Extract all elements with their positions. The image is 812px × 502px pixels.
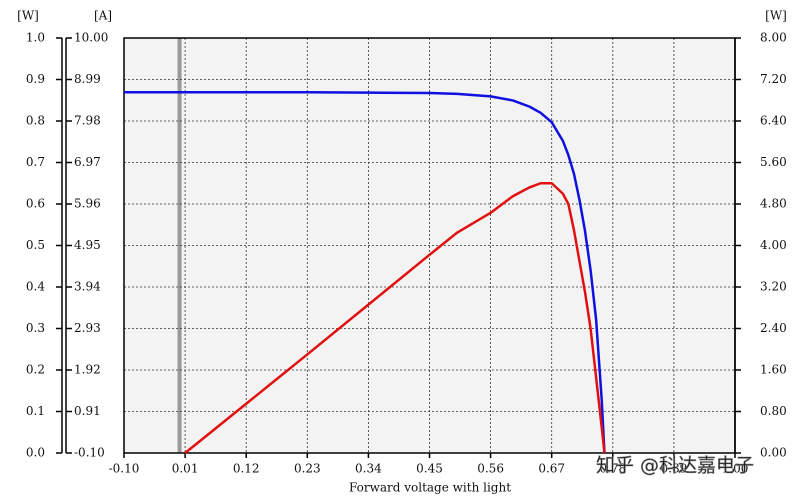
y3-tick-label: 0.5 [26,238,45,252]
y-tick-label: 10.00 [74,31,108,45]
y-tick-label: 1.92 [74,363,101,377]
y-tick-label: 3.94 [74,280,101,294]
x-tick-label: 0.78 [599,462,626,476]
x-tick-label: 0.56 [477,462,504,476]
y3-tick-label: 0.2 [26,363,45,377]
y3-tick-label: 0.9 [26,72,45,86]
y3-tick-label: 0.6 [26,197,45,211]
y3-tick-label: 0.7 [26,155,45,169]
y2-tick-label: 0.00 [760,446,787,460]
y2-tick-label: 3.20 [760,280,787,294]
y2-tick-label: 2.40 [760,321,787,335]
y2-tick-label: 8.00 [760,31,787,45]
y3-tick-label: 0.4 [26,280,45,294]
y-tick-label: 7.98 [74,114,101,128]
x-axis-title: Forward voltage with light [349,481,511,495]
x-tick-label: 1.00 [722,462,749,476]
y3-tick-label: 0.8 [26,114,45,128]
y3-tick-label: 1.0 [26,31,45,45]
y2-unit: [W] [765,9,787,23]
y-tick-label: 4.95 [74,238,101,252]
x-tick-label: -0.10 [109,462,140,476]
y2-tick-label: 6.40 [760,114,787,128]
y2-tick-label: 4.00 [760,238,787,252]
x-tick-label: 0.45 [416,462,443,476]
x-tick-label: 0.01 [172,462,199,476]
y3-unit: [W] [17,9,39,23]
x-tick-label: 0.89 [661,462,688,476]
x-tick-label: 0.34 [355,462,382,476]
series-line [184,182,606,454]
y-tick-label: 8.99 [74,72,101,86]
y2-tick-label: 0.80 [760,404,787,418]
y2-tick-label: 5.60 [760,155,787,169]
x-tick-label: 0.12 [233,462,260,476]
y-tick-label: 5.96 [74,197,101,211]
x-tick-label: 0.67 [538,462,565,476]
y-tick-label: 0.91 [74,404,101,418]
y2-tick-label: 4.80 [760,197,787,211]
y2-tick-label: 1.60 [760,363,787,377]
series-line [124,90,606,454]
watermark: 知乎 @科达嘉电子 [596,455,754,477]
y3-tick-label: 0.0 [26,446,45,460]
y-tick-label: -0.10 [74,446,105,460]
y-tick-label: 6.97 [74,155,101,169]
y2-tick-label: 7.20 [760,72,787,86]
y-tick-label: 2.93 [74,321,101,335]
y-unit: [A] [94,9,112,23]
y3-tick-label: 0.3 [26,321,45,335]
x-tick-label: 0.23 [294,462,321,476]
y3-tick-label: 0.1 [26,404,45,418]
